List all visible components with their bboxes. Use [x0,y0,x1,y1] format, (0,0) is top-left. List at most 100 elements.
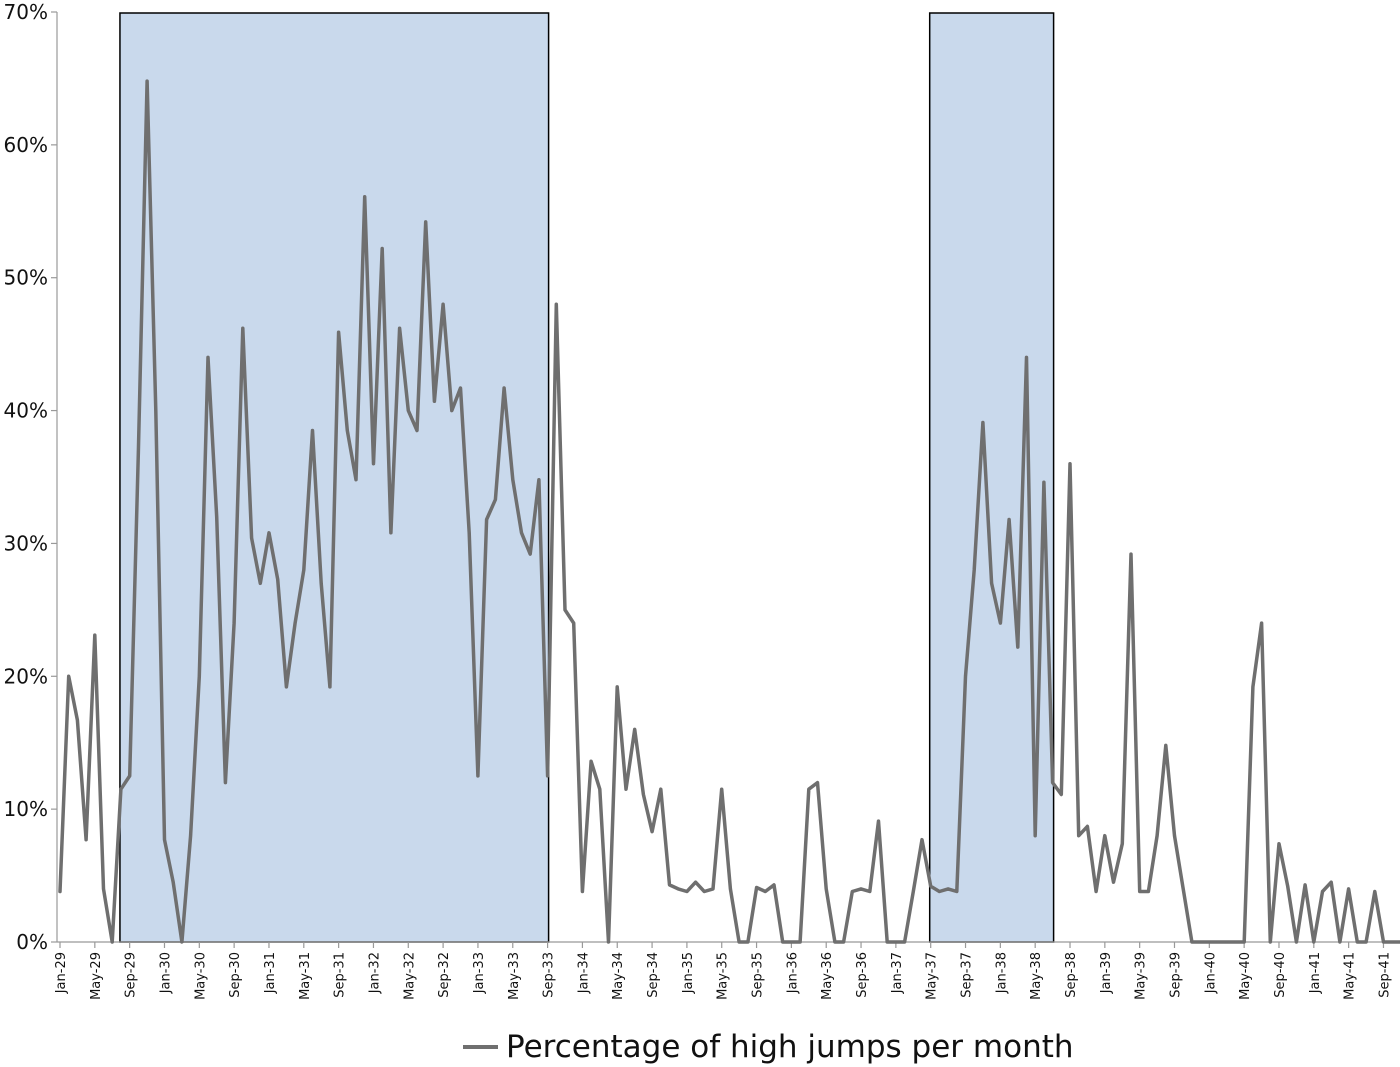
data-point [1129,552,1133,556]
x-tick-label: May-29 [89,952,104,1000]
data-point [851,890,854,893]
data-point [1121,842,1124,845]
data-point [624,788,628,791]
data-point [859,887,863,891]
x-tick-label: May-40 [1238,952,1253,1000]
data-point [659,788,662,791]
data-point [546,774,549,778]
data-point [1025,356,1028,359]
data-point [772,883,776,887]
data-point [572,621,575,625]
y-tick-label: 70% [4,0,48,24]
x-tick-label: Jan-35 [681,952,696,994]
data-point [128,774,131,778]
x-tick-label: May-34 [611,952,626,1000]
x-tick-label: Jan-41 [1308,952,1323,994]
data-point [407,409,410,412]
data-point [267,531,271,534]
data-point [337,330,340,334]
x-tick-label: May-33 [507,952,522,1000]
data-point [441,303,445,306]
data-point [877,819,880,823]
x-tick-label: Jan-40 [1203,952,1218,994]
legend: Percentage of high jumps per month [463,1029,1074,1065]
data-point [1330,881,1333,884]
data-point [1016,645,1019,649]
data-point [537,478,541,481]
x-tick-label: Sep-30 [228,952,243,998]
data-point [607,940,610,944]
data-point [920,838,924,841]
data-point [485,518,488,521]
x-tick-label: May-35 [716,952,731,1000]
data-point [511,478,514,481]
data-point [1312,940,1316,944]
data-point [58,890,62,893]
data-point [868,890,871,893]
axes [56,12,1394,943]
data-point [276,578,279,581]
data-point [320,582,323,585]
x-tick-label: May-38 [1029,952,1044,1000]
x-tick-label: Sep-29 [124,952,139,998]
data-point [1086,825,1089,828]
x-tick-label: Sep-33 [542,952,557,998]
data-point [1147,890,1150,893]
x-tick-label: May-32 [402,952,417,1000]
x-tick-label: Sep-37 [960,952,975,998]
x-tick-label: Jan-36 [785,952,800,994]
x-tick-label: May-37 [925,952,940,1000]
y-tick-label: 60% [4,133,48,157]
x-tick-label: Sep-35 [751,952,766,998]
data-point [555,303,558,306]
data-point [955,890,959,893]
x-tick-label: Jan-37 [890,952,905,994]
data-point [703,890,706,893]
data-point [119,788,123,791]
data-point [102,887,105,891]
data-point [494,498,497,501]
data-point [67,675,70,678]
data-point [1199,940,1202,944]
data-point [711,887,715,891]
data-point [363,195,366,198]
y-tick-label: 10% [4,797,48,821]
data-point [1042,481,1046,484]
data-point [1190,940,1194,944]
data-point [145,79,149,83]
data-point [163,838,166,841]
data-point [250,536,253,540]
data-point [1382,940,1385,944]
x-tick-label: May-31 [298,952,313,1000]
data-point [1164,744,1167,747]
x-tick-label: Sep-34 [646,952,661,998]
data-point [737,940,741,944]
y-tick-label: 50% [4,266,48,290]
data-point [206,356,210,359]
data-point [311,429,314,432]
data-point [398,327,401,330]
data-point [1208,940,1211,944]
data-point [729,887,732,891]
data-point [1094,890,1098,893]
data-point [1077,834,1080,837]
x-tick-label: Jan-38 [994,952,1009,994]
data-point [293,621,297,625]
data-point [694,881,697,884]
data-point [137,449,140,452]
data-point [676,887,680,891]
data-point [171,881,175,884]
data-point [76,718,79,722]
data-point [668,883,671,887]
data-point [372,462,375,465]
data-point [198,675,201,678]
data-point [424,220,427,224]
y-tick-label: 30% [4,531,48,555]
x-tick-label: Jan-34 [576,952,591,994]
data-point [84,838,88,841]
data-point [1225,940,1228,944]
data-point [415,429,419,432]
data-point [746,940,750,944]
data-point [720,788,723,791]
